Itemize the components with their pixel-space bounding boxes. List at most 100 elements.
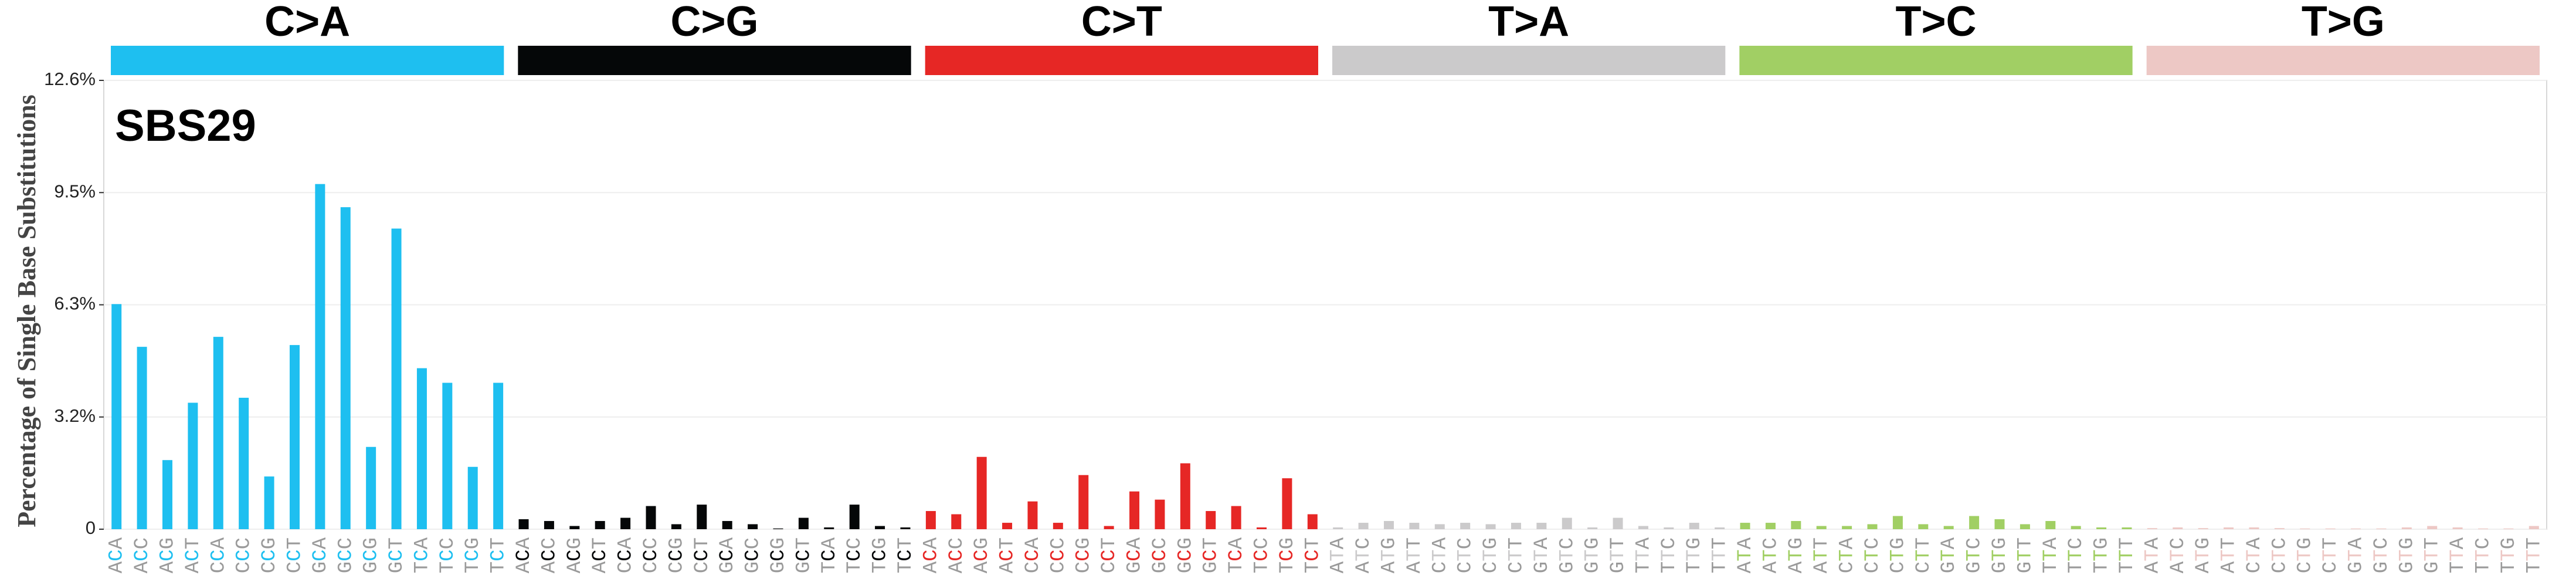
x-tick-letter: G	[1582, 561, 1604, 573]
x-tick-letter: C	[1124, 549, 1146, 561]
bar	[2045, 521, 2056, 529]
bar	[1460, 523, 1471, 529]
bar	[340, 207, 351, 530]
y-tick-label: 12.6%	[44, 69, 96, 89]
x-tick-letter: C	[768, 549, 790, 561]
x-tick-label: TCA	[411, 537, 433, 573]
bar	[1206, 511, 1216, 529]
x-tick-letter: T	[1098, 537, 1121, 549]
x-tick-letter: C	[1556, 537, 1579, 549]
x-tick-letter: A	[1022, 537, 1044, 549]
bar	[1282, 478, 1292, 529]
x-tick-letter: C	[488, 549, 510, 561]
bar	[1791, 521, 1801, 529]
x-tick-letter: T	[895, 537, 917, 549]
x-tick-letter: A	[920, 537, 942, 549]
x-tick-label: TCG	[1277, 537, 1299, 573]
x-tick-letter: T	[2116, 537, 2139, 549]
x-tick-letter: C	[615, 561, 637, 573]
x-tick-letter: T	[1862, 549, 1884, 561]
bar	[925, 511, 936, 529]
x-tick-letter: G	[1607, 561, 1630, 573]
x-tick-label: TCC	[1251, 537, 1273, 573]
x-tick-label: TCC	[844, 537, 866, 573]
bar	[1816, 526, 1827, 529]
group-header-bar	[1739, 46, 2133, 75]
bar	[798, 517, 809, 529]
x-tick-letter: A	[1811, 561, 1833, 573]
x-tick-letter: C	[819, 549, 841, 561]
bar	[2249, 527, 2259, 529]
x-tick-label: TTC	[2472, 537, 2494, 573]
x-tick-letter: G	[870, 537, 892, 549]
x-tick-letter: C	[1251, 549, 1273, 561]
x-tick-letter: G	[2295, 537, 2317, 549]
x-tick-letter: C	[131, 537, 154, 549]
bar	[1409, 523, 1420, 529]
x-tick-letter: T	[1200, 537, 1223, 549]
x-tick-letter: A	[1226, 537, 1248, 549]
x-tick-letter: T	[1505, 549, 1528, 561]
x-tick-letter: A	[2218, 561, 2241, 573]
x-tick-letter: T	[2371, 549, 2393, 561]
x-tick-letter: T	[691, 537, 714, 549]
x-tick-label: CTC	[1862, 537, 1884, 573]
x-tick-letter: C	[538, 537, 561, 549]
x-tick-label: GCG	[768, 537, 790, 573]
x-tick-letter: T	[1989, 549, 2011, 561]
x-tick-letter: G	[1175, 537, 1197, 549]
x-tick-letter: A	[920, 561, 942, 573]
x-tick-letter: C	[844, 537, 866, 549]
bar	[289, 345, 300, 529]
x-tick-label: CCC	[233, 537, 256, 573]
x-tick-letter: C	[437, 549, 459, 561]
x-tick-label: ATA	[1735, 537, 1757, 573]
x-tick-letter: T	[284, 537, 306, 549]
x-tick-label: ATT	[1404, 537, 1426, 573]
bar	[1765, 523, 1776, 529]
x-tick-letter: C	[310, 549, 332, 561]
x-tick-letter: C	[1022, 561, 1044, 573]
bar	[1257, 527, 1267, 529]
x-tick-letter: T	[997, 537, 1019, 549]
bar	[1842, 526, 1852, 529]
x-tick-letter: A	[2167, 561, 2190, 573]
x-tick-label: GCC	[1149, 537, 1172, 573]
bar	[1994, 519, 2005, 529]
x-tick-label: ACG	[971, 537, 993, 573]
x-tick-letter: C	[589, 549, 612, 561]
x-tick-label: GCT	[793, 537, 815, 573]
x-tick-letter: T	[1887, 549, 1909, 561]
x-tick-letter: A	[2447, 537, 2469, 549]
x-tick-letter: T	[1658, 561, 1681, 573]
x-tick-letter: T	[2014, 537, 2037, 549]
x-tick-label: TTA	[2447, 537, 2469, 573]
x-tick-label: GCC	[742, 537, 765, 573]
x-tick-letter: A	[2141, 537, 2164, 549]
x-tick-letter: A	[157, 561, 179, 573]
bar	[824, 527, 834, 529]
y-axis-label: Percentage of Single Base Substitutions	[12, 94, 41, 527]
x-tick-letter: A	[615, 537, 637, 549]
x-tick-label: TTG	[1684, 537, 1706, 573]
x-tick-letter: G	[361, 561, 383, 573]
x-tick-letter: G	[768, 537, 790, 549]
bar	[722, 521, 732, 529]
x-tick-letter: C	[920, 549, 942, 561]
x-tick-letter: C	[2295, 561, 2317, 573]
x-tick-letter: C	[1047, 561, 1070, 573]
x-tick-letter: T	[2116, 549, 2139, 561]
bar	[1892, 516, 1903, 529]
bar	[111, 304, 122, 529]
x-tick-letter: G	[1149, 561, 1172, 573]
bar	[2427, 526, 2438, 529]
x-tick-letter: T	[2141, 549, 2164, 561]
x-tick-letter: G	[310, 561, 332, 573]
x-tick-letter: G	[1989, 561, 2011, 573]
x-tick-letter: T	[462, 561, 484, 573]
x-tick-letter: C	[1862, 561, 1884, 573]
x-tick-letter: T	[2218, 549, 2241, 561]
x-tick-letter: A	[106, 537, 128, 549]
x-tick-letter: A	[106, 561, 128, 573]
bar	[1689, 523, 1699, 529]
